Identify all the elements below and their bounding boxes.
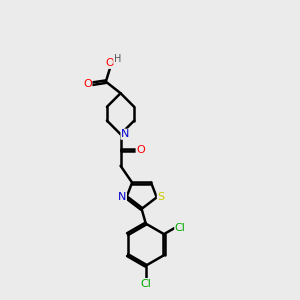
Text: O: O (106, 58, 114, 68)
Text: Cl: Cl (140, 279, 151, 289)
Text: O: O (83, 79, 92, 89)
Text: H: H (114, 53, 121, 64)
Text: S: S (158, 192, 164, 202)
Text: Cl: Cl (175, 223, 186, 233)
Text: O: O (136, 145, 145, 155)
Text: N: N (121, 129, 129, 139)
Text: N: N (118, 192, 126, 202)
